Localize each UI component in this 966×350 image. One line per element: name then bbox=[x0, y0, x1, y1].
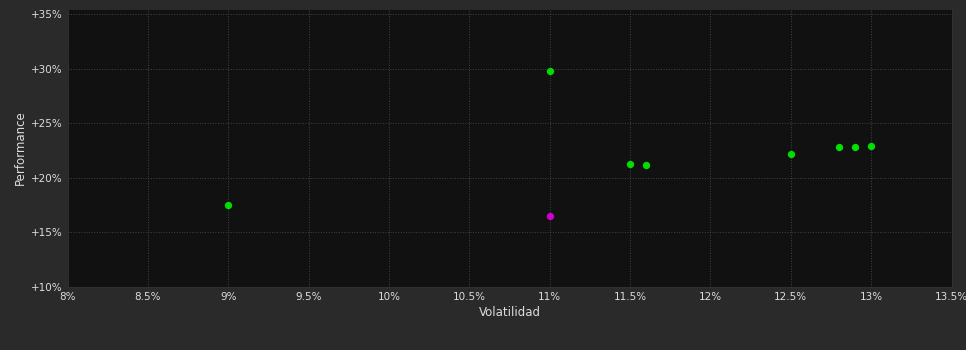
Y-axis label: Performance: Performance bbox=[14, 111, 27, 185]
X-axis label: Volatilidad: Volatilidad bbox=[478, 306, 541, 319]
Point bbox=[622, 161, 638, 167]
Point bbox=[832, 145, 847, 150]
Point bbox=[783, 151, 799, 157]
Point bbox=[847, 145, 863, 150]
Point bbox=[639, 162, 654, 168]
Point bbox=[864, 144, 879, 149]
Point bbox=[220, 202, 236, 208]
Point bbox=[542, 68, 557, 74]
Point bbox=[542, 213, 557, 219]
